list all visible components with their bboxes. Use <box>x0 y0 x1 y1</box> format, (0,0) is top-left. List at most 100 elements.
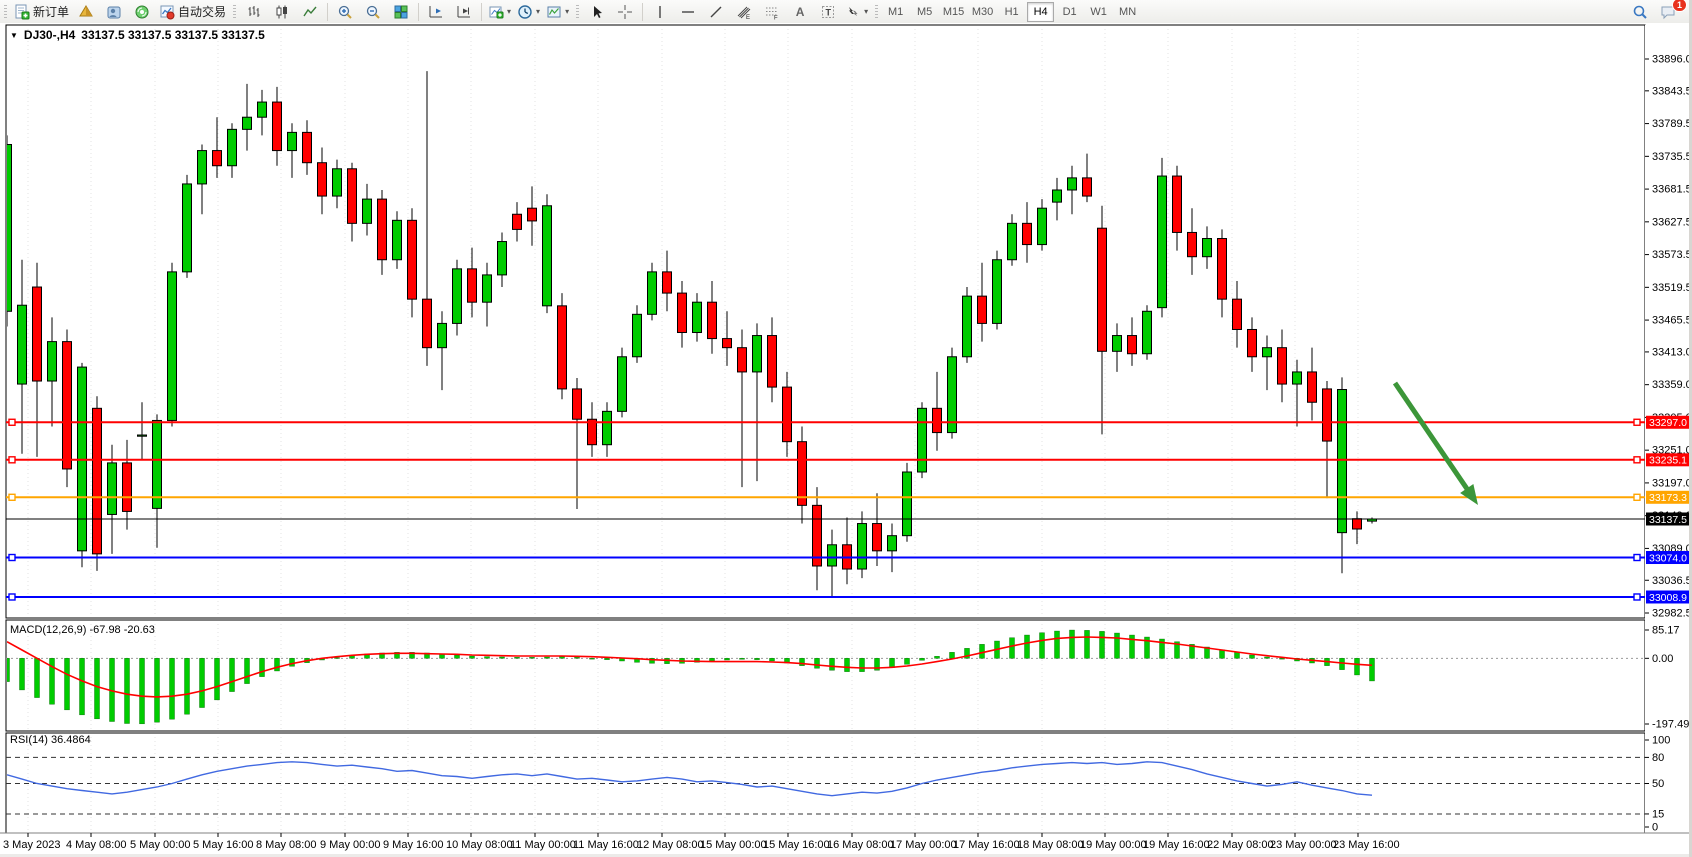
autotrading-button[interactable]: 自动交易 <box>156 1 229 23</box>
chat-button[interactable]: 1 <box>1654 0 1687 23</box>
price-chart-canvas[interactable]: 33896.0 33843.5 33789.5 33735.5 33681.5 33627… <box>0 23 1692 857</box>
text-label-button[interactable]: T <box>814 1 842 23</box>
timeframe-button-m30[interactable]: M30 <box>971 5 994 18</box>
svg-text:80: 80 <box>1652 752 1664 764</box>
candle <box>257 89 267 136</box>
candlestick-chart-button[interactable] <box>268 1 296 23</box>
time-axis[interactable]: 3 May 2023 4 May 08:00 5 May 00:00 5 May 16… <box>0 832 1692 851</box>
horizontal-line-button[interactable] <box>674 1 702 23</box>
candle <box>722 311 732 366</box>
line-handle[interactable] <box>8 493 16 501</box>
chart-window[interactable]: 33896.0 33843.5 33789.5 33735.5 33681.5 33627… <box>0 23 1692 857</box>
candle <box>332 159 342 209</box>
svg-text:F: F <box>774 15 778 20</box>
toolbar-grip[interactable] <box>3 3 8 20</box>
text-icon: A <box>795 4 805 19</box>
gold-marker-icon <box>78 4 94 20</box>
line-handle[interactable] <box>1633 493 1641 501</box>
data-window-icon <box>106 4 122 20</box>
macd-histogram <box>7 629 1375 725</box>
date-label: 15 May 00:00 <box>700 839 767 851</box>
candle <box>407 208 417 318</box>
vertical-line-icon <box>652 4 668 20</box>
chevron-down-icon: ▾ <box>565 7 570 16</box>
arrows-dropdown[interactable]: ▾ <box>842 1 871 23</box>
timeframe-button-m1[interactable]: M1 <box>887 5 904 18</box>
timeframe-button-m15[interactable]: M15 <box>942 5 965 18</box>
candle <box>272 86 282 166</box>
timeframe-button-d1[interactable]: D1 <box>1062 5 1077 18</box>
candle <box>827 529 837 598</box>
zoom-out-button[interactable] <box>359 1 387 23</box>
chevron-down-icon: ▾ <box>536 7 541 16</box>
candle <box>1322 381 1332 499</box>
line-handle[interactable] <box>1633 553 1641 562</box>
horizontal-line-objects[interactable] <box>6 418 1645 601</box>
date-label: 9 May 00:00 <box>320 839 381 851</box>
zoom-in-button[interactable] <box>331 1 359 23</box>
line-handle[interactable] <box>1633 456 1641 464</box>
price-label: 33036.5 <box>1652 575 1692 587</box>
price-axis-area[interactable] <box>1645 25 1692 857</box>
rsi-axis-labels: 100 80 50 15 0 <box>1645 735 1670 834</box>
candle <box>362 183 372 236</box>
chart-shift-button[interactable] <box>450 1 478 23</box>
main-panel[interactable] <box>5 24 1646 619</box>
add-indicator-icon <box>488 4 504 20</box>
candle <box>1007 214 1017 266</box>
line-handle[interactable] <box>8 593 16 601</box>
price-label: 33627.5 <box>1652 216 1692 228</box>
search-button[interactable] <box>1626 1 1654 23</box>
candle <box>1187 208 1197 275</box>
line-handle[interactable] <box>1633 418 1641 426</box>
text-button[interactable]: A <box>786 1 814 23</box>
toolbar-grip[interactable] <box>232 3 238 20</box>
crosshair-button[interactable] <box>611 1 639 23</box>
candle <box>557 293 567 400</box>
fibonacci-button[interactable]: F <box>758 1 786 23</box>
line-chart-button[interactable] <box>296 1 324 23</box>
price-badge-33074.0: 33074.0 <box>1649 552 1687 564</box>
equidistant-channel-button[interactable]: E <box>730 1 758 23</box>
timeframe-button-m5[interactable]: M5 <box>916 5 933 18</box>
candle <box>977 262 987 342</box>
line-handle[interactable] <box>1633 593 1641 601</box>
timeframe-button-h4[interactable]: H4 <box>1027 1 1055 22</box>
timeframe-button-w1[interactable]: W1 <box>1090 5 1107 18</box>
tile-windows-button[interactable] <box>387 1 415 23</box>
candle <box>872 493 882 566</box>
candle <box>182 174 192 278</box>
candle <box>572 377 582 509</box>
candle <box>1292 359 1302 427</box>
vertical-line-button[interactable] <box>646 1 674 23</box>
price-badges: 33297.0 33235.1 33173.3 33137.5 33074.0 33008… <box>1646 415 1692 604</box>
indicators-dropdown[interactable]: ▾ <box>485 1 514 23</box>
timeframe-button-mn[interactable]: MN <box>1119 5 1137 18</box>
arrows-tool-icon <box>845 4 861 20</box>
bar-chart-button[interactable] <box>240 1 268 23</box>
trendline-button[interactable] <box>702 1 730 23</box>
candle <box>992 250 1002 330</box>
candle <box>887 523 897 573</box>
candle <box>767 317 777 403</box>
data-window-button[interactable] <box>100 1 128 23</box>
svg-text:15: 15 <box>1652 808 1664 820</box>
toolbar-grip[interactable] <box>575 3 581 20</box>
line-handle[interactable] <box>8 456 16 464</box>
candle <box>287 123 297 178</box>
templates-dropdown[interactable]: ▾ <box>543 1 572 23</box>
zoom-out-icon <box>365 4 381 20</box>
new-order-label: 新订单 <box>33 5 70 19</box>
trend-arrow-annotation[interactable] <box>1392 381 1478 505</box>
toolbar-grip[interactable] <box>874 3 880 20</box>
strategy-tester-button[interactable] <box>128 1 156 23</box>
auto-scroll-button[interactable] <box>422 1 450 23</box>
market-watch-button[interactable] <box>72 1 100 23</box>
periods-dropdown[interactable]: ▾ <box>514 1 543 23</box>
timeframe-button-h1[interactable]: H1 <box>1004 5 1019 18</box>
tile-windows-icon <box>393 4 409 20</box>
cursor-button[interactable] <box>583 1 611 23</box>
line-handle[interactable] <box>8 553 16 562</box>
new-order-button[interactable]: 新订单 <box>11 1 72 23</box>
line-handle[interactable] <box>8 418 16 426</box>
